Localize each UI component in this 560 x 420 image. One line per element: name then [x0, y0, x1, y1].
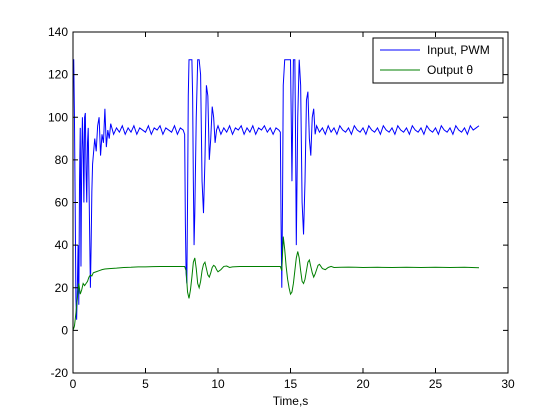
x-tick-label-3: 15	[284, 377, 298, 391]
series-line-1	[72, 236, 480, 331]
legend-box	[372, 37, 504, 84]
y-tick-label-8: 140	[48, 25, 68, 39]
x-tick-label-2: 10	[211, 377, 225, 391]
x-axis-label: Time,s	[273, 394, 309, 408]
series-layer	[72, 59, 480, 331]
y-tick-label-6: 100	[48, 110, 68, 124]
y-tick-label-1: 0	[61, 323, 68, 337]
y-tick-label-3: 40	[55, 238, 69, 252]
y-tick-label-7: 120	[48, 68, 68, 82]
legend-label-0: Input, PWM	[427, 43, 490, 57]
x-tick-label-1: 5	[142, 377, 149, 391]
x-tick-label-6: 30	[501, 377, 515, 391]
y-tick-label-2: 20	[55, 281, 69, 295]
x-tick-label-4: 20	[356, 377, 370, 391]
x-tick-label-5: 25	[429, 377, 443, 391]
legend: Input, PWM Output θ	[372, 37, 504, 84]
y-tick-label-0: -20	[51, 366, 69, 380]
series-line-0	[73, 59, 480, 320]
y-tick-label-4: 60	[55, 196, 69, 210]
legend-label-1: Output θ	[427, 63, 473, 77]
x-tick-label-0: 0	[70, 377, 77, 391]
y-tick-label-5: 80	[55, 153, 69, 167]
